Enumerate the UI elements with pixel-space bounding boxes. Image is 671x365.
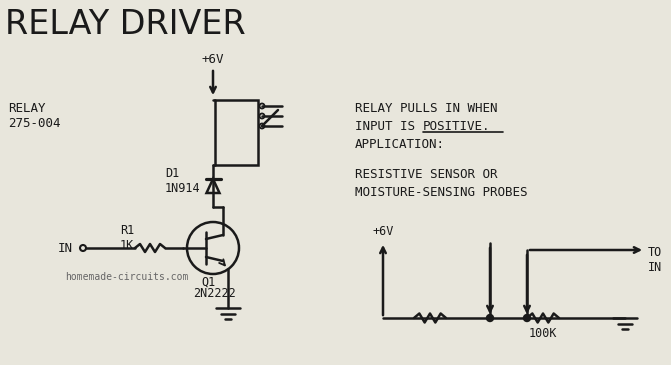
Text: +6V: +6V <box>372 225 394 238</box>
Text: +6V: +6V <box>202 53 224 66</box>
Text: D1
1N914: D1 1N914 <box>165 167 201 195</box>
Text: homemade-circuits.com: homemade-circuits.com <box>65 272 189 282</box>
Circle shape <box>523 315 531 322</box>
Text: 100K: 100K <box>529 327 557 340</box>
Text: Q1: Q1 <box>201 276 215 289</box>
Text: RESISTIVE SENSOR OR: RESISTIVE SENSOR OR <box>355 168 497 181</box>
Bar <box>215 100 258 165</box>
Text: APPLICATION:: APPLICATION: <box>355 138 445 151</box>
Text: RELAY
275-004: RELAY 275-004 <box>8 102 60 130</box>
Text: IN: IN <box>58 242 73 254</box>
Text: 2N2222: 2N2222 <box>193 287 236 300</box>
Text: R1
1K: R1 1K <box>120 224 134 252</box>
Text: RELAY PULLS IN WHEN: RELAY PULLS IN WHEN <box>355 102 497 115</box>
Text: INPUT IS: INPUT IS <box>355 120 423 133</box>
Circle shape <box>486 315 493 322</box>
Text: POSITIVE.: POSITIVE. <box>423 120 491 133</box>
Text: RELAY DRIVER: RELAY DRIVER <box>5 8 246 41</box>
Text: TO
IN: TO IN <box>648 246 662 274</box>
Text: MOISTURE-SENSING PROBES: MOISTURE-SENSING PROBES <box>355 186 527 199</box>
